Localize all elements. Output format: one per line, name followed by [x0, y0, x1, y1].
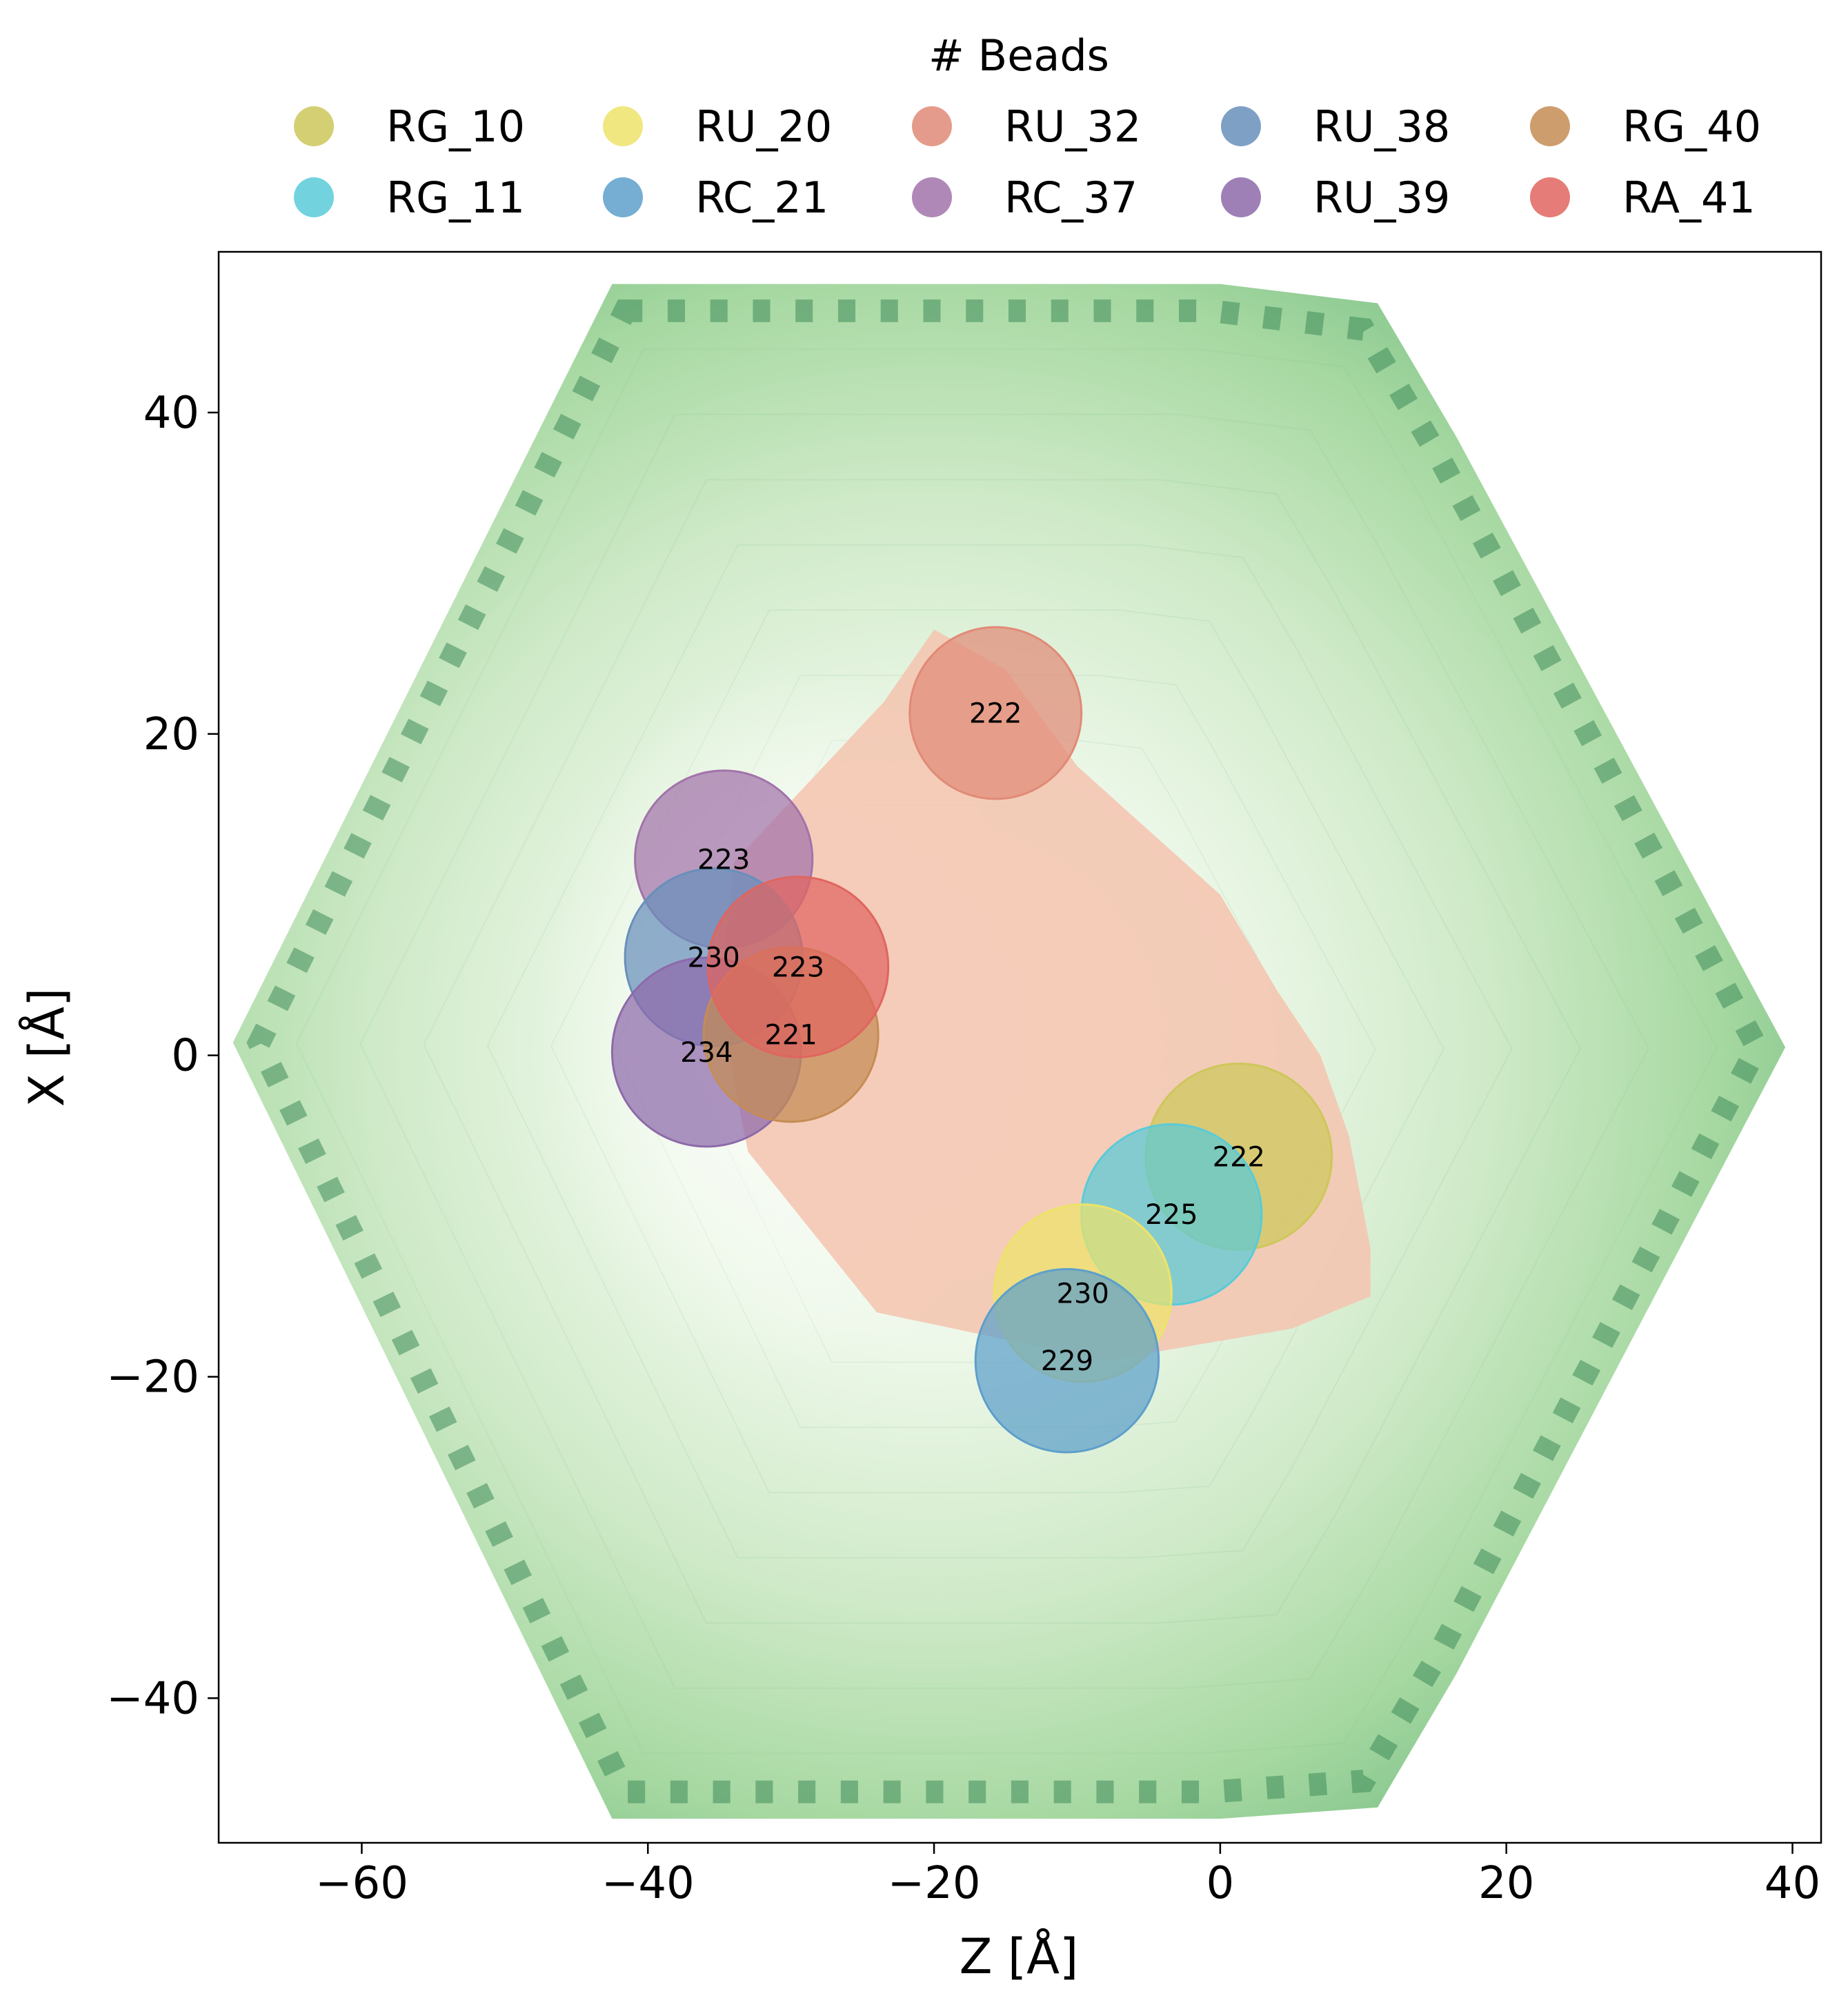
bead-markers: 222 223 230 234 221 223 222 225 230 229: [610, 626, 1333, 1454]
legend-label-RG_10: RG_10: [386, 101, 525, 152]
x-tick-label: 40: [1765, 1858, 1820, 1909]
bead-count-label: 223: [772, 952, 824, 984]
legend-label-RG_11: RG_11: [386, 172, 525, 223]
legend-label-RU_32: RU_32: [1004, 101, 1141, 152]
y-tick-label: 20: [143, 709, 199, 760]
x-axis-label: Z [Å]: [960, 1928, 1079, 1985]
x-tick-label: −60: [315, 1858, 408, 1909]
y-tick-label: −40: [106, 1673, 199, 1724]
legend-label-RC_37: RC_37: [1004, 172, 1137, 223]
legend-label-RG_40: RG_40: [1622, 101, 1761, 152]
bead-count-label: 229: [1041, 1345, 1093, 1377]
bead-count-label: 230: [687, 942, 739, 974]
legend-marker-RU_39: [1221, 177, 1261, 217]
legend-label-RU_38: RU_38: [1313, 101, 1450, 152]
bead-RA_41: [706, 876, 890, 1058]
legend-marker-RC_37: [912, 177, 952, 217]
y-tick-label: 0: [171, 1031, 199, 1082]
density-contour: [423, 479, 1582, 1624]
y-tick-label: −20: [106, 1352, 199, 1403]
y-axis: −40 −20 0 20 40: [106, 388, 219, 1724]
legend-marker-RG_40: [1530, 106, 1570, 146]
bead-count-label: 223: [697, 844, 750, 876]
bead-RU_32: [908, 626, 1083, 800]
bead-count-label: 234: [680, 1037, 733, 1069]
legend-marker-RG_11: [294, 177, 334, 217]
x-tick-label: 20: [1478, 1858, 1534, 1909]
x-tick-label: 0: [1206, 1858, 1235, 1909]
x-tick-label: −40: [602, 1858, 695, 1909]
bead-count-label: 221: [764, 1019, 817, 1051]
plot-frame: [217, 250, 1822, 1844]
x-tick-label: −20: [888, 1858, 981, 1909]
bead-count-label: 222: [1213, 1141, 1265, 1173]
y-tick-label: 40: [143, 388, 199, 439]
legend-label-RA_41: RA_41: [1622, 172, 1756, 223]
legend-label-RU_39: RU_39: [1313, 172, 1450, 223]
legend-label-RU_20: RU_20: [695, 101, 832, 152]
legend-marker-RU_20: [603, 106, 643, 146]
legend-marker-RC_21: [603, 177, 643, 217]
y-axis-label: X [Å]: [19, 988, 75, 1107]
legend-label-RC_21: RC_21: [695, 172, 828, 223]
legend-marker-RU_32: [912, 106, 952, 146]
legend-marker-RA_41: [1530, 177, 1570, 217]
bead-count-label: 222: [969, 698, 1022, 730]
bead-RC_21: [974, 1267, 1160, 1454]
legend: RG_10 RG_11 RU_20 RC_21 RU_32 RC_37 RU_38 RU_39…: [294, 101, 1761, 223]
density-contour: [486, 544, 1513, 1559]
density-contour: [359, 413, 1650, 1690]
density-contour: [295, 348, 1718, 1754]
x-axis: −60 −40 −20 0 20 40: [315, 1843, 1820, 1909]
legend-marker-RG_10: [294, 106, 334, 146]
bead-count-label: 225: [1145, 1199, 1198, 1231]
legend-marker-RU_38: [1221, 106, 1261, 146]
legend-title: # Beads: [928, 30, 1109, 81]
plot-area: 222 223 230 234 221 223 222 225 230 229: [232, 284, 1786, 1819]
bead-count-label: 230: [1057, 1278, 1109, 1309]
